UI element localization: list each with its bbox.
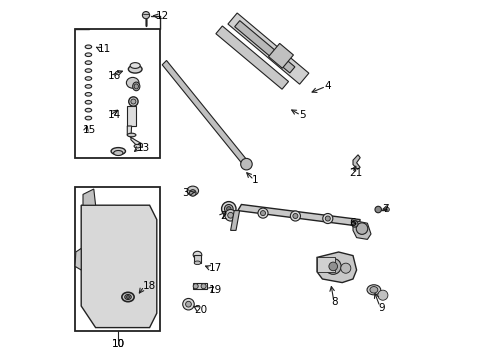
Text: 1: 1 bbox=[252, 175, 259, 185]
Circle shape bbox=[131, 99, 136, 104]
Text: 10: 10 bbox=[111, 339, 124, 349]
Circle shape bbox=[224, 204, 233, 213]
Circle shape bbox=[241, 158, 252, 170]
Circle shape bbox=[323, 213, 333, 224]
Ellipse shape bbox=[367, 285, 381, 295]
Text: 11: 11 bbox=[98, 44, 111, 54]
Ellipse shape bbox=[85, 45, 92, 49]
Ellipse shape bbox=[85, 85, 92, 88]
Bar bbox=[127, 106, 136, 126]
Text: 17: 17 bbox=[209, 263, 222, 273]
Circle shape bbox=[201, 284, 206, 289]
Circle shape bbox=[221, 202, 236, 216]
Circle shape bbox=[385, 207, 390, 212]
Circle shape bbox=[227, 207, 231, 211]
Ellipse shape bbox=[370, 287, 378, 293]
Ellipse shape bbox=[85, 116, 92, 120]
Circle shape bbox=[329, 262, 338, 271]
Text: 21: 21 bbox=[349, 168, 363, 178]
Ellipse shape bbox=[125, 294, 131, 300]
Text: 8: 8 bbox=[331, 297, 338, 307]
Ellipse shape bbox=[127, 133, 136, 137]
Text: 18: 18 bbox=[143, 281, 156, 291]
Circle shape bbox=[228, 212, 233, 218]
Bar bbox=[193, 283, 207, 289]
Ellipse shape bbox=[194, 261, 201, 265]
Circle shape bbox=[291, 211, 300, 221]
Ellipse shape bbox=[126, 77, 139, 88]
Circle shape bbox=[325, 216, 330, 221]
Circle shape bbox=[225, 210, 236, 221]
Text: 3: 3 bbox=[183, 188, 189, 198]
Text: 6: 6 bbox=[349, 218, 356, 228]
Ellipse shape bbox=[190, 190, 196, 196]
Polygon shape bbox=[83, 189, 96, 205]
Circle shape bbox=[341, 263, 351, 273]
Circle shape bbox=[351, 221, 358, 227]
Ellipse shape bbox=[133, 82, 140, 91]
Ellipse shape bbox=[114, 150, 123, 156]
Text: 16: 16 bbox=[107, 71, 121, 81]
Ellipse shape bbox=[130, 63, 140, 68]
Text: 9: 9 bbox=[378, 303, 385, 313]
Ellipse shape bbox=[111, 148, 125, 155]
Ellipse shape bbox=[85, 77, 92, 80]
Polygon shape bbox=[231, 211, 240, 230]
Text: 4: 4 bbox=[324, 81, 331, 91]
Ellipse shape bbox=[193, 251, 202, 258]
Polygon shape bbox=[269, 44, 294, 68]
Text: 12: 12 bbox=[156, 11, 169, 21]
Ellipse shape bbox=[122, 292, 134, 302]
Ellipse shape bbox=[85, 93, 92, 96]
Bar bbox=[75, 187, 160, 331]
Text: 10: 10 bbox=[111, 339, 124, 349]
Polygon shape bbox=[353, 220, 371, 239]
Ellipse shape bbox=[85, 61, 92, 64]
Text: 20: 20 bbox=[195, 305, 208, 315]
Ellipse shape bbox=[85, 69, 92, 72]
Circle shape bbox=[258, 208, 268, 218]
Polygon shape bbox=[235, 21, 295, 73]
Circle shape bbox=[183, 298, 194, 310]
Polygon shape bbox=[216, 26, 289, 89]
Ellipse shape bbox=[85, 100, 92, 104]
Circle shape bbox=[356, 223, 368, 234]
Ellipse shape bbox=[187, 186, 198, 195]
Text: 2: 2 bbox=[220, 211, 226, 221]
Circle shape bbox=[193, 284, 198, 289]
Polygon shape bbox=[353, 155, 360, 169]
Text: 19: 19 bbox=[209, 285, 222, 295]
Ellipse shape bbox=[134, 144, 141, 148]
Polygon shape bbox=[317, 252, 357, 283]
Text: 15: 15 bbox=[83, 125, 96, 135]
Circle shape bbox=[129, 97, 138, 106]
Ellipse shape bbox=[85, 108, 92, 112]
Polygon shape bbox=[238, 204, 360, 226]
Ellipse shape bbox=[128, 65, 142, 73]
Circle shape bbox=[325, 258, 341, 274]
Polygon shape bbox=[127, 126, 143, 148]
Ellipse shape bbox=[85, 53, 92, 57]
Circle shape bbox=[378, 290, 388, 300]
Circle shape bbox=[293, 213, 298, 219]
Circle shape bbox=[375, 206, 381, 213]
Polygon shape bbox=[75, 248, 81, 270]
Text: 14: 14 bbox=[108, 110, 122, 120]
Circle shape bbox=[143, 12, 149, 19]
Bar bbox=[194, 255, 201, 263]
Bar bbox=[317, 257, 335, 272]
Polygon shape bbox=[81, 205, 157, 328]
Ellipse shape bbox=[126, 296, 129, 298]
Circle shape bbox=[261, 211, 266, 216]
Polygon shape bbox=[228, 13, 309, 84]
Text: 13: 13 bbox=[137, 143, 150, 153]
Bar bbox=[75, 29, 160, 158]
Ellipse shape bbox=[134, 84, 139, 89]
Text: 5: 5 bbox=[299, 110, 306, 120]
Circle shape bbox=[186, 301, 192, 307]
Polygon shape bbox=[162, 60, 248, 166]
Text: 7: 7 bbox=[382, 204, 389, 214]
